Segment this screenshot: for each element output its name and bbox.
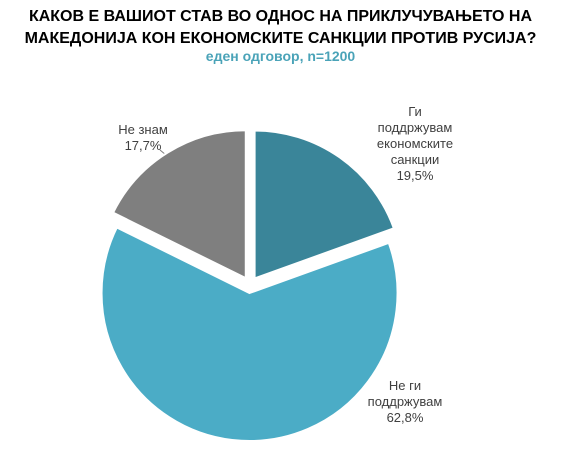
value-label: 19,5% — [396, 168, 434, 183]
pie-slice — [111, 129, 247, 280]
chart-title: КАКОВ Е ВАШИОТ СТАВ ВО ОДНОС НА ПРИКЛУЧУ… — [24, 8, 537, 47]
pie-slice — [253, 129, 396, 280]
pie-slice — [100, 226, 399, 442]
slice-label: Не знам — [118, 122, 168, 137]
slice-label: Ги поддржувам економските санкции — [376, 104, 454, 167]
chart-subtitle: еден одговор, n=1200 — [205, 48, 356, 64]
value-label: 62,8% — [386, 410, 424, 425]
value-label: 17,7% — [124, 138, 162, 153]
slice-label: Не ги поддржувам — [367, 378, 443, 409]
